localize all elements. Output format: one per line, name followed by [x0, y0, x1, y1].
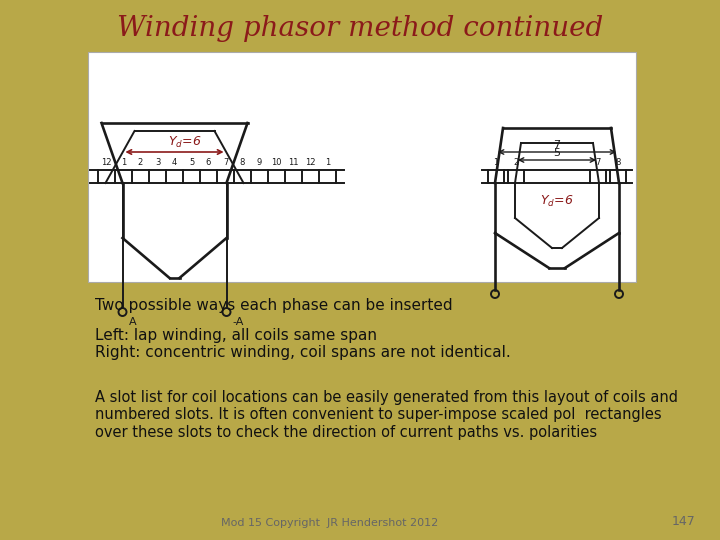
Text: Two possible ways each phase can be inserted: Two possible ways each phase can be inse…: [95, 298, 453, 313]
Text: Left: lap winding, all coils same span
Right: concentric winding, coil spans are: Left: lap winding, all coils same span R…: [95, 328, 510, 360]
Text: 5: 5: [189, 158, 194, 167]
Text: 7: 7: [554, 140, 561, 150]
Text: -A: -A: [233, 317, 244, 327]
Text: Mod 15 Copyright  JR Hendershot 2012: Mod 15 Copyright JR Hendershot 2012: [221, 518, 438, 528]
Text: 11: 11: [288, 158, 299, 167]
Bar: [88, 52, 636, 282]
Text: 12: 12: [102, 158, 112, 167]
Text: 2: 2: [513, 158, 518, 167]
Text: 8: 8: [240, 158, 246, 167]
Text: 7: 7: [222, 158, 228, 167]
Text: 3: 3: [155, 158, 160, 167]
Text: 4: 4: [172, 158, 177, 167]
Text: $Y_d$=6: $Y_d$=6: [168, 135, 201, 150]
Text: 8: 8: [616, 158, 621, 167]
Text: A: A: [128, 317, 136, 327]
Text: 1: 1: [325, 158, 330, 167]
Text: 147: 147: [671, 515, 695, 528]
Text: A slot list for coil locations can be easily generated from this layout of coils: A slot list for coil locations can be ea…: [95, 390, 678, 440]
Text: 12: 12: [305, 158, 316, 167]
Text: 2: 2: [138, 158, 143, 167]
Text: 5: 5: [554, 148, 560, 158]
Text: $Y_d$=6: $Y_d$=6: [540, 193, 574, 208]
Text: 6: 6: [206, 158, 211, 167]
Text: 1: 1: [121, 158, 126, 167]
Text: 7: 7: [595, 158, 600, 167]
Text: 10: 10: [271, 158, 282, 167]
Text: 1: 1: [493, 158, 499, 167]
Text: Winding phasor method continued: Winding phasor method continued: [117, 15, 603, 42]
Text: 9: 9: [257, 158, 262, 167]
